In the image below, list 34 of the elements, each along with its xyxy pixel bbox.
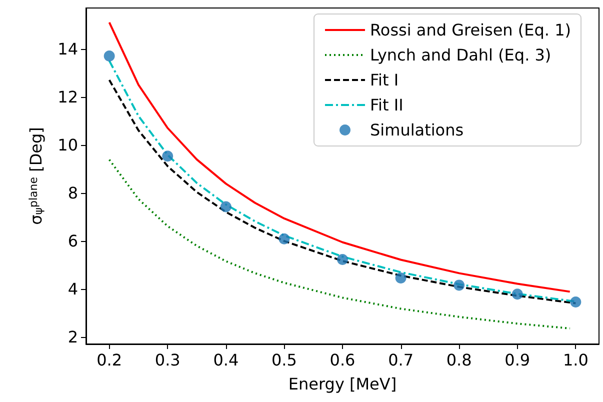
point [104,50,115,62]
point [395,272,406,284]
y-tick-label: 8 [68,183,78,202]
line-series [108,158,571,330]
x-tick-label: 0.4 [213,350,239,370]
y-axis-title: σψplane [Deg] [26,127,46,225]
line-series [108,21,571,293]
point [337,254,348,266]
x-tick-label: 0.9 [504,350,530,370]
point [570,296,582,308]
point [220,201,232,212]
y-tick-label: 12 [58,87,78,106]
y-tick-label: 14 [58,39,78,58]
point [454,280,465,291]
legend-label: Lynch and Dahl (Eq. 3) [370,46,552,64]
x-tick-label: 0.8 [446,350,472,370]
legend-label: Fit II [370,96,404,114]
point [162,150,174,162]
x-tick-label: 0.5 [271,350,297,370]
y-tick-label: 6 [68,231,78,250]
y-tick-label: 10 [58,135,78,154]
y-tick-label: 2 [68,327,78,346]
x-tick-label: 0.6 [330,350,356,370]
x-axis-title: Energy [MeV] [288,374,397,394]
legend-label: Fit I [370,70,399,90]
x-tick-label: 1.0 [562,350,588,370]
x-tick-label: 0.3 [154,350,180,370]
point [278,233,290,244]
y-tick-label: 4 [68,279,78,298]
legend-label: Simulations [370,120,464,140]
legend-label: Rossi and Greisen (Eq. 1) [370,20,571,40]
x-tick-label: 0.7 [388,350,414,370]
point [512,288,523,300]
x-tick-label: 0.2 [96,350,122,370]
